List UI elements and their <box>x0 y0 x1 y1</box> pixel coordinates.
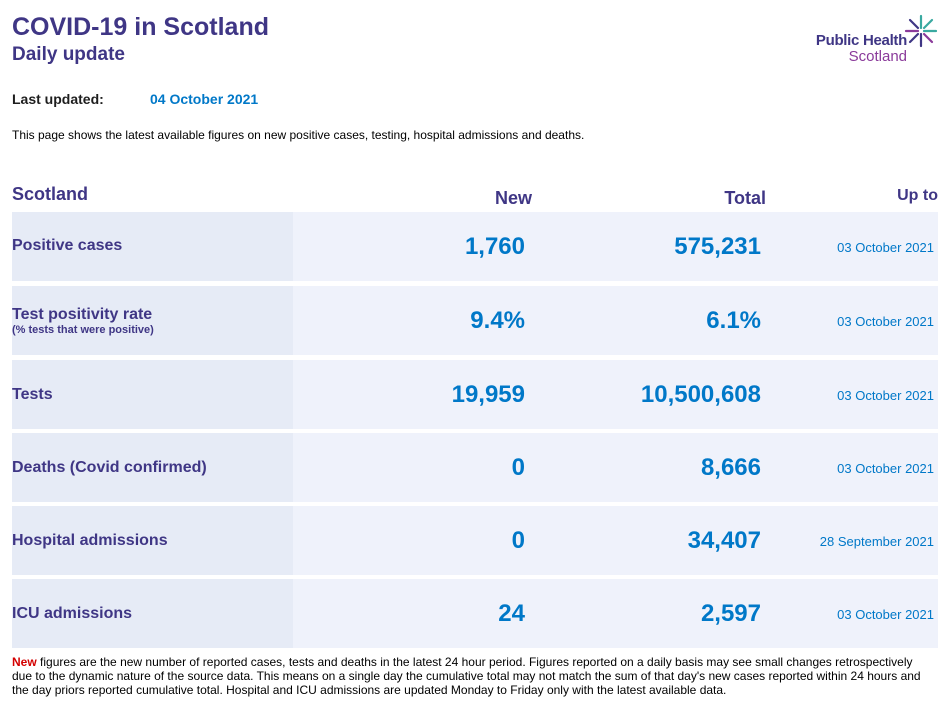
last-updated-date: 04 October 2021 <box>150 91 259 107</box>
row-label: Hospital admissions <box>12 532 168 549</box>
row-label: Test positivity rate <box>12 306 153 323</box>
column-header-new: New <box>494 188 532 208</box>
new-value: 19,959 <box>451 381 525 408</box>
column-header-region: Scotland <box>12 184 89 204</box>
row-label-cell: Hospital admissions <box>12 506 293 575</box>
intro-text: This page shows the latest available fig… <box>12 128 585 142</box>
row-label-cell: Positive cases <box>12 212 293 281</box>
new-value: 0 <box>511 454 525 481</box>
new-value: 0 <box>511 527 525 554</box>
public-health-scotland-logo: Public Health Scotland <box>800 14 940 70</box>
total-value: 575,231 <box>674 233 761 260</box>
up-to-date: 03 October 2021 <box>837 240 934 255</box>
page-subtitle: Daily update <box>12 44 125 65</box>
row-sublabel: (% tests that were positive) <box>12 324 154 336</box>
table-row-tests: Tests 19,959 10,500,608 03 October 2021 <box>12 360 938 429</box>
total-value: 8,666 <box>700 454 761 481</box>
up-to-date: 03 October 2021 <box>837 461 934 476</box>
new-value: 9.4% <box>470 307 525 334</box>
column-header-total: Total <box>724 188 766 208</box>
row-label: ICU admissions <box>12 605 133 622</box>
row-label-cell: Tests <box>12 360 293 429</box>
new-value: 1,760 <box>464 233 525 260</box>
row-label-cell: Test positivity rate (% tests that were … <box>12 286 293 355</box>
table-row-hospital-admissions: Hospital admissions 0 34,407 28 Septembe… <box>12 506 938 575</box>
row-label-cell: Deaths (Covid confirmed) <box>12 433 293 502</box>
logo-text-line1: Public Health <box>815 32 907 49</box>
column-header-up-to: Up to <box>897 187 938 204</box>
total-value: 6.1% <box>706 307 761 334</box>
total-value: 34,407 <box>687 527 761 554</box>
row-label: Positive cases <box>12 237 123 254</box>
table-row-deaths: Deaths (Covid confirmed) 0 8,666 03 Octo… <box>12 433 938 502</box>
up-to-date: 28 September 2021 <box>819 534 934 549</box>
up-to-date: 03 October 2021 <box>837 314 934 329</box>
row-label: Tests <box>12 386 53 403</box>
footnote-text: figures are the new number of reported c… <box>12 655 921 697</box>
row-label-cell: ICU admissions <box>12 579 293 648</box>
total-value: 10,500,608 <box>640 381 761 408</box>
page-title: COVID-19 in Scotland <box>12 13 269 41</box>
table-row-test-positivity-rate: Test positivity rate (% tests that were … <box>12 286 938 355</box>
footnote: New figures are the new number of report… <box>12 655 932 697</box>
total-value: 2,597 <box>700 600 761 627</box>
footnote-new-word: New <box>12 655 37 669</box>
table-row-icu-admissions: ICU admissions 24 2,597 03 October 2021 <box>12 579 938 648</box>
table-row-positive-cases: Positive cases 1,760 575,231 03 October … <box>12 212 938 281</box>
last-updated-label: Last updated: <box>12 91 104 107</box>
up-to-date: 03 October 2021 <box>837 388 934 403</box>
up-to-date: 03 October 2021 <box>837 607 934 622</box>
row-label: Deaths (Covid confirmed) <box>12 459 207 476</box>
logo-text-line2: Scotland <box>848 48 907 65</box>
star-burst-icon <box>904 14 938 48</box>
new-value: 24 <box>498 600 525 627</box>
